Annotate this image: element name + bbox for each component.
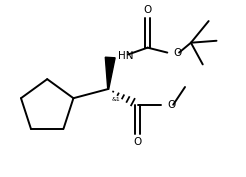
Text: O: O [167, 100, 176, 110]
Text: HN: HN [118, 50, 134, 61]
Text: &1: &1 [111, 97, 120, 102]
Polygon shape [105, 57, 115, 89]
Text: O: O [143, 5, 152, 15]
Text: O: O [173, 48, 182, 58]
Text: O: O [134, 137, 142, 147]
